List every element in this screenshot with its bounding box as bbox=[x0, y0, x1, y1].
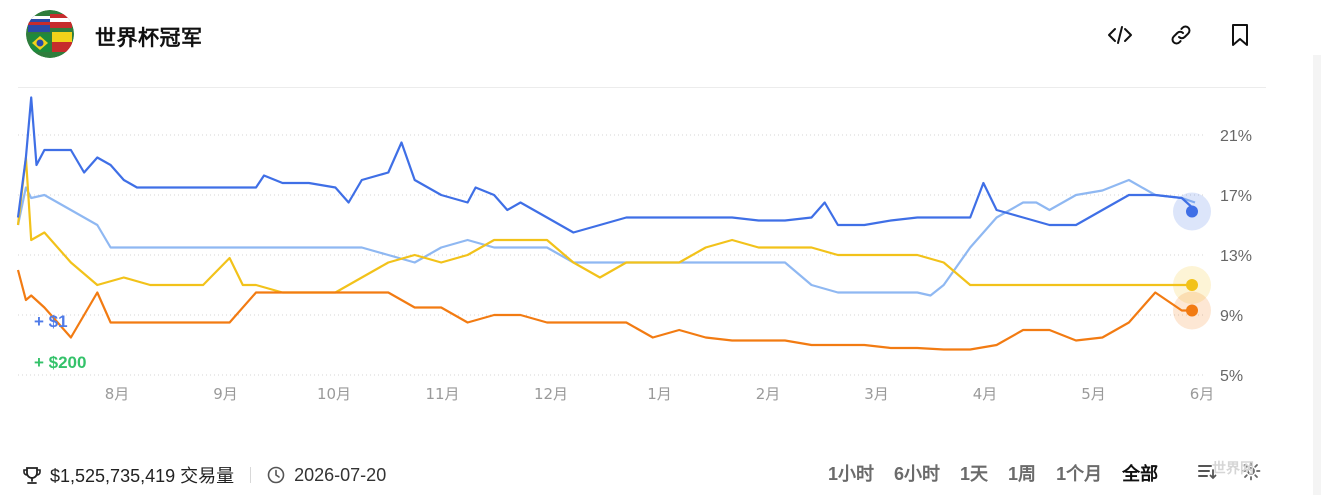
range-6h[interactable]: 6小时 bbox=[894, 464, 941, 484]
bookmark-button[interactable] bbox=[1223, 18, 1257, 52]
filter-button[interactable] bbox=[1196, 460, 1218, 482]
flags-logo bbox=[26, 10, 74, 58]
volume-info: $1,525,735,419 交易量 2026-07-20 bbox=[22, 462, 386, 488]
gear-icon bbox=[1241, 461, 1261, 481]
range-1w[interactable]: 1周 bbox=[1008, 464, 1037, 484]
series-end-dot bbox=[1186, 304, 1198, 317]
header-divider bbox=[18, 87, 1266, 88]
trophy-icon bbox=[23, 467, 41, 484]
embed-button[interactable] bbox=[1103, 18, 1137, 52]
price-chart: 21% 17% 13% 9% 5% 8月 9月 10月 11月 12月 1月 2月 3月 4月 5月 6月 + … bbox=[16, 96, 1252, 403]
range-1h[interactable]: 1小时 bbox=[828, 464, 875, 484]
y-tick-label: 21% bbox=[1220, 128, 1252, 145]
settings-button[interactable] bbox=[1240, 460, 1262, 482]
series-line bbox=[16, 96, 1196, 234]
series-end-dot bbox=[1186, 205, 1198, 218]
x-tick-label: 9月 bbox=[213, 385, 238, 403]
y-tick-label: 9% bbox=[1220, 308, 1243, 325]
embed-icon bbox=[1108, 26, 1132, 44]
scrollbar[interactable] bbox=[1313, 55, 1321, 495]
range-1m[interactable]: 1个月 bbox=[1056, 464, 1103, 484]
series-line bbox=[16, 269, 1195, 351]
x-tick-label: 4月 bbox=[973, 385, 998, 403]
x-tick-label: 10月 bbox=[317, 385, 351, 403]
x-tick-label: 5月 bbox=[1081, 385, 1106, 403]
trade-annotation: + $1 bbox=[34, 312, 68, 331]
x-tick-label: 6月 bbox=[1190, 385, 1215, 403]
series-line bbox=[16, 156, 1195, 294]
volume-text: $1,525,735,419 交易量 bbox=[50, 466, 235, 486]
series-end-dot bbox=[1186, 279, 1198, 291]
range-1d[interactable]: 1天 bbox=[960, 464, 989, 484]
x-tick-label: 2月 bbox=[756, 385, 781, 403]
trade-annotation: + $200 bbox=[34, 353, 86, 372]
series-line bbox=[16, 178, 1196, 297]
end-date: 2026-07-20 bbox=[294, 464, 387, 485]
y-tick-label: 17% bbox=[1220, 188, 1252, 205]
footer: $1,525,735,419 交易量 2026-07-20 1小时 6小时 1天… bbox=[0, 450, 1321, 490]
clock-icon bbox=[267, 466, 285, 484]
range-selector: 1小时 6小时 1天 1周 1个月 全部 bbox=[828, 460, 1178, 486]
y-tick-label: 13% bbox=[1220, 248, 1252, 265]
link-icon bbox=[1171, 25, 1191, 45]
y-tick-label: 5% bbox=[1220, 368, 1243, 385]
x-tick-label: 1月 bbox=[647, 385, 672, 403]
header: 世界杯冠军 bbox=[0, 0, 1321, 88]
x-tick-label: 8月 bbox=[105, 385, 130, 403]
separator bbox=[250, 467, 252, 483]
watermark: 世界网 bbox=[1212, 460, 1254, 476]
x-tick-label: 11月 bbox=[425, 385, 459, 403]
page-title: 世界杯冠军 bbox=[95, 27, 203, 50]
bookmark-icon bbox=[1232, 24, 1248, 46]
range-all[interactable]: 全部 bbox=[1122, 464, 1159, 484]
x-tick-label: 12月 bbox=[534, 385, 568, 403]
link-button[interactable] bbox=[1164, 18, 1198, 52]
filter-icon bbox=[1198, 465, 1217, 480]
x-tick-label: 3月 bbox=[864, 385, 889, 403]
